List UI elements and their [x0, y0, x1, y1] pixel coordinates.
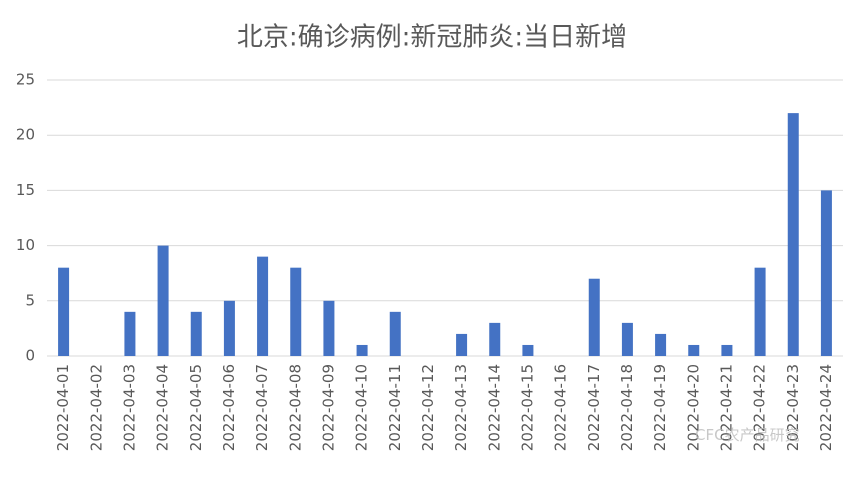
bar — [290, 267, 302, 356]
bar — [389, 311, 401, 356]
x-tick-label: 2022-04-23 — [784, 364, 802, 451]
x-tick-label: 2022-04-04 — [154, 364, 172, 451]
bar — [356, 344, 368, 356]
bar — [223, 300, 235, 356]
bar — [257, 256, 269, 356]
x-tick-label: 2022-04-20 — [684, 364, 702, 451]
x-tick-label: 2022-04-15 — [518, 364, 536, 451]
x-tick-label: 2022-04-18 — [618, 364, 636, 451]
y-tick-label: 20 — [16, 126, 35, 144]
bar — [655, 333, 667, 356]
chart-title: 北京:确诊病例:新冠肺炎:当日新增 — [237, 23, 627, 53]
x-tick-label: 2022-04-13 — [452, 364, 470, 451]
x-tick-label: 2022-04-07 — [253, 364, 271, 451]
y-tick-label: 15 — [16, 181, 35, 199]
bar — [190, 311, 202, 356]
x-tick-label: 2022-04-19 — [651, 364, 669, 451]
bar — [621, 322, 633, 356]
x-tick-label: 2022-04-24 — [817, 364, 835, 451]
x-tick-label: 2022-04-05 — [187, 364, 205, 451]
bar — [456, 333, 468, 356]
bar — [820, 190, 832, 356]
bar — [787, 113, 799, 357]
y-tick-label: 0 — [25, 347, 35, 365]
watermark: CFC农产品研究 — [695, 426, 800, 444]
y-tick-label: 25 — [16, 71, 35, 89]
bar — [721, 344, 733, 356]
bar — [157, 245, 169, 356]
x-tick-label: 2022-04-08 — [286, 364, 304, 451]
x-tick-label: 2022-04-14 — [485, 364, 503, 451]
x-tick-label: 2022-04-03 — [120, 364, 138, 451]
x-tick-label: 2022-04-06 — [220, 364, 238, 451]
y-tick-label: 5 — [25, 291, 35, 309]
bar — [58, 267, 70, 356]
y-tick-label: 10 — [16, 236, 35, 254]
x-tick-label: 2022-04-09 — [319, 364, 337, 451]
x-tick-label: 2022-04-22 — [751, 364, 769, 451]
bar — [124, 311, 136, 356]
bar — [754, 267, 766, 356]
x-tick-label: 2022-04-11 — [386, 364, 404, 451]
bar — [323, 300, 335, 356]
x-tick-label: 2022-04-16 — [552, 364, 570, 451]
x-tick-label: 2022-04-02 — [87, 364, 105, 451]
bar — [522, 344, 534, 356]
x-tick-label: 2022-04-21 — [717, 364, 735, 451]
x-tick-label: 2022-04-17 — [585, 364, 603, 451]
x-tick-label: 2022-04-10 — [353, 364, 371, 451]
bar — [588, 278, 600, 356]
x-tick-label: 2022-04-12 — [419, 364, 437, 451]
x-tick-label: 2022-04-01 — [54, 364, 72, 451]
bar — [688, 344, 700, 356]
bar — [489, 322, 501, 356]
